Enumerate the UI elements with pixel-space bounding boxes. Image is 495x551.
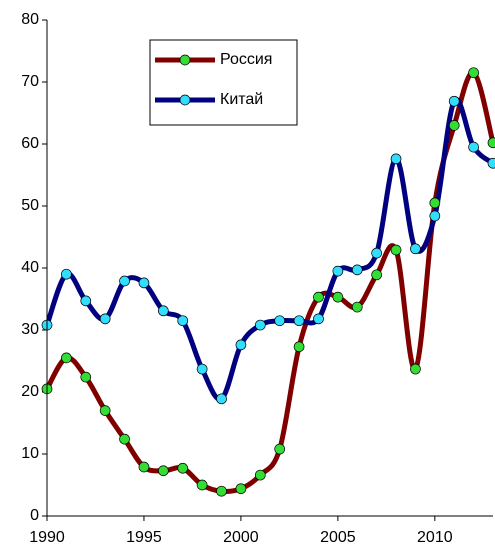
y-tick-label: 40 xyxy=(21,259,39,276)
marker xyxy=(80,295,92,307)
marker xyxy=(487,157,495,169)
y-tick-label: 10 xyxy=(21,445,39,462)
x-tick-label: 2000 xyxy=(223,529,259,546)
marker xyxy=(99,405,111,416)
marker xyxy=(235,483,247,495)
marker xyxy=(487,137,495,149)
y-tick-label: 50 xyxy=(21,197,39,214)
marker xyxy=(351,264,363,276)
marker xyxy=(448,120,460,131)
legend-marker xyxy=(179,54,191,66)
legend-label: Россия xyxy=(220,51,272,68)
marker xyxy=(177,462,189,474)
marker xyxy=(254,319,266,331)
marker xyxy=(99,313,111,325)
marker xyxy=(80,371,92,383)
y-tick-label: 80 xyxy=(21,11,39,28)
x-tick-label: 2005 xyxy=(320,529,356,546)
marker xyxy=(216,393,227,405)
series-line xyxy=(47,96,495,402)
marker xyxy=(293,315,305,327)
marker xyxy=(371,269,383,281)
y-tick-label: 30 xyxy=(21,321,39,338)
marker xyxy=(138,461,150,473)
y-tick-label: 70 xyxy=(21,73,39,90)
x-tick-label: 1995 xyxy=(126,529,162,546)
x-tick-label: 1990 xyxy=(29,529,65,546)
marker xyxy=(119,433,130,445)
marker xyxy=(429,210,441,222)
marker xyxy=(429,197,441,209)
marker xyxy=(332,291,344,303)
marker xyxy=(157,305,169,317)
x-tick-label: 2010 xyxy=(417,529,453,546)
marker xyxy=(293,341,305,353)
marker xyxy=(332,265,344,277)
marker xyxy=(410,243,421,255)
marker xyxy=(216,485,227,497)
marker xyxy=(196,479,208,491)
marker xyxy=(177,315,189,327)
marker xyxy=(468,67,479,79)
marker xyxy=(119,275,130,287)
marker xyxy=(61,268,72,280)
marker xyxy=(390,244,402,256)
marker xyxy=(254,469,266,481)
legend-marker xyxy=(179,94,191,106)
marker xyxy=(157,465,169,477)
legend-box xyxy=(149,39,298,126)
marker xyxy=(235,339,247,351)
y-tick-label: 60 xyxy=(21,135,39,152)
marker xyxy=(138,277,150,289)
marker xyxy=(196,363,208,375)
marker xyxy=(448,95,460,107)
marker xyxy=(390,153,402,165)
marker xyxy=(313,291,324,303)
y-tick-label: 0 xyxy=(30,507,39,524)
marker xyxy=(351,301,363,313)
y-tick-label: 20 xyxy=(21,383,39,400)
marker xyxy=(313,313,324,325)
legend-label: Китай xyxy=(220,91,263,108)
marker xyxy=(410,363,421,375)
marker xyxy=(274,315,286,327)
series-line xyxy=(47,70,495,494)
marker xyxy=(468,141,479,153)
marker xyxy=(371,247,383,259)
marker xyxy=(274,443,286,455)
marker xyxy=(61,352,72,364)
